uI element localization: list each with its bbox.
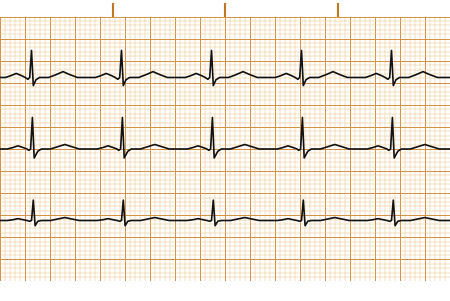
Text: alamy - 2HHJG3R: alamy - 2HHJG3R bbox=[277, 286, 371, 296]
